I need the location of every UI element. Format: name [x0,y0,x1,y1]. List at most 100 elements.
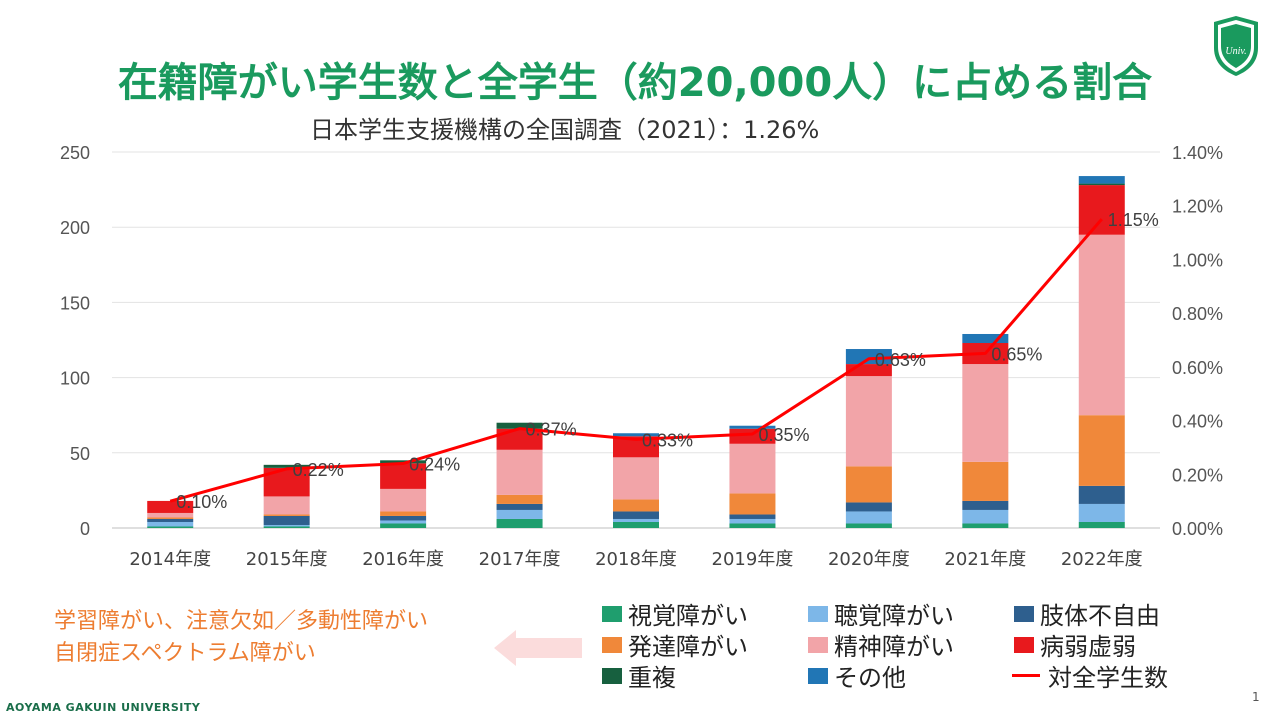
stacked-bars [147,176,1125,528]
bar-segment [263,464,310,468]
bar-segment [1078,485,1125,504]
bar-segment [845,511,892,524]
legend-other: その他 [808,658,906,693]
bar-segment [1078,503,1125,522]
bar-segment [729,425,776,429]
ratio-data-label: 0.65% [991,344,1042,364]
bar-segment [1078,176,1125,184]
bar-segment [845,376,892,467]
y2-tick-label: 1.20% [1172,197,1223,217]
slide-subtitle: 日本学生支援機構の全国調査（2021）：1.26% [310,116,820,144]
bar-segment [496,422,543,429]
bar-segment [729,493,776,515]
bar-segment [613,499,659,512]
x-tick-label: 2022年度 [1061,549,1143,570]
bar-segment [962,461,1009,501]
bar-segment [263,524,310,527]
legend-label: 発達障がい [628,633,748,661]
bar-segment [380,488,427,512]
bar-segment [380,460,427,464]
y-tick-label: 50 [70,444,90,464]
legend-swatch [808,605,828,622]
note-line: 学習障がい、注意欠如／多動性障がい [54,609,429,634]
bar-segment [263,515,310,525]
legend-illness: 病弱虚弱 [1014,627,1136,662]
bar-segment [1078,521,1125,528]
page-number: 1 [1252,690,1260,704]
legend-label: 重複 [628,664,676,692]
y2-tick-label: 0.40% [1172,412,1223,432]
bar-segment [962,509,1009,524]
ratio-data-label: 0.63% [875,350,926,370]
y2-tick-label: 0.80% [1172,304,1223,324]
developmental-note: 学習障がい、注意欠如／多動性障がい 自閉症スペクトラム障がい [54,606,428,670]
y2-tick-label: 0.00% [1172,519,1223,539]
legend-label: 肢体不自由 [1040,602,1160,630]
bar-segment [496,449,543,495]
stacked-bar-line-chart: 0 50 100 150 200 250 0.00% 0.20% 0.40% 0.60% 0.80… [60,143,1223,570]
university-crest-icon: Univ. [1214,16,1258,76]
legend-mental: 精神障がい [808,627,954,662]
legend-swatch [1014,605,1034,622]
ratio-data-label: 0.37% [526,420,577,440]
bar-segment [147,521,194,527]
bar-segment [380,520,427,524]
y-tick-label: 150 [60,293,90,313]
legend-swatch [602,605,622,622]
y-tick-label: 250 [60,143,90,163]
bar-segment [729,523,776,528]
category-axis-labels: 2014年度 2015年度 2016年度 2017年度 2018年度 2019年度 2020… [129,549,1142,570]
bar-segment [613,436,659,458]
bar-segment [1078,185,1125,235]
bar-segment [729,428,776,444]
bar-segment [380,515,427,521]
bar-segment [147,512,194,518]
bar-segment [1078,234,1125,416]
bar-segment [147,517,194,519]
x-tick-label: 2014年度 [129,549,211,570]
bar-segment [962,364,1009,462]
bar-segment [962,333,1009,344]
y2-tick-label: 1.00% [1172,250,1223,270]
legend-label: 聴覚障がい [834,602,954,630]
bar-segment [729,514,776,519]
bar-segment [845,523,892,528]
bar-segment [263,526,310,528]
x-tick-label: 2020年度 [828,549,910,570]
legend-line-swatch [1012,674,1040,677]
legend-swatch [1014,636,1034,653]
bar-segment [263,496,310,515]
y2-tick-label: 0.60% [1172,358,1223,378]
bar-segment [263,514,310,516]
bar-segment [496,509,543,519]
bar-segment [845,349,892,365]
legend-label: 精神障がい [834,633,954,661]
x-tick-label: 2017年度 [479,549,561,570]
x-tick-label: 2021年度 [944,549,1026,570]
legend-ratio: 対全学生数 [1012,658,1168,693]
ratio-data-label: 0.10% [176,492,227,512]
bar-segment [380,463,427,489]
bar-segment [962,523,1009,528]
bar-segment [496,518,543,528]
bar-segment [845,466,892,503]
bar-segment [380,523,427,528]
legend-label: 病弱虚弱 [1040,633,1136,661]
ratio-data-label: 1.15% [1108,210,1159,230]
ratio-data-label: 0.24% [409,455,460,475]
left-axis-ticks: 0 50 100 150 200 250 [60,143,90,539]
bar-segment [613,457,659,500]
bar-segment [147,526,194,528]
y-tick-label: 100 [60,369,90,389]
x-tick-label: 2015年度 [246,549,328,570]
ratio-data-label: 0.22% [293,460,344,480]
slide-title: 在籍障がい学生数と全学生（約20,000人）に占める割合 [117,60,1153,106]
footer-university-name: AOYAMA GAKUIN UNIVERSITY [6,701,201,714]
legend-swatch [602,667,622,684]
x-tick-label: 2019年度 [712,549,794,570]
bar-segment [613,511,659,519]
legend-visual: 視覚障がい [602,596,748,631]
legend-swatch [808,667,828,684]
legend-developmental: 発達障がい [602,627,748,662]
legend-swatch [808,636,828,653]
